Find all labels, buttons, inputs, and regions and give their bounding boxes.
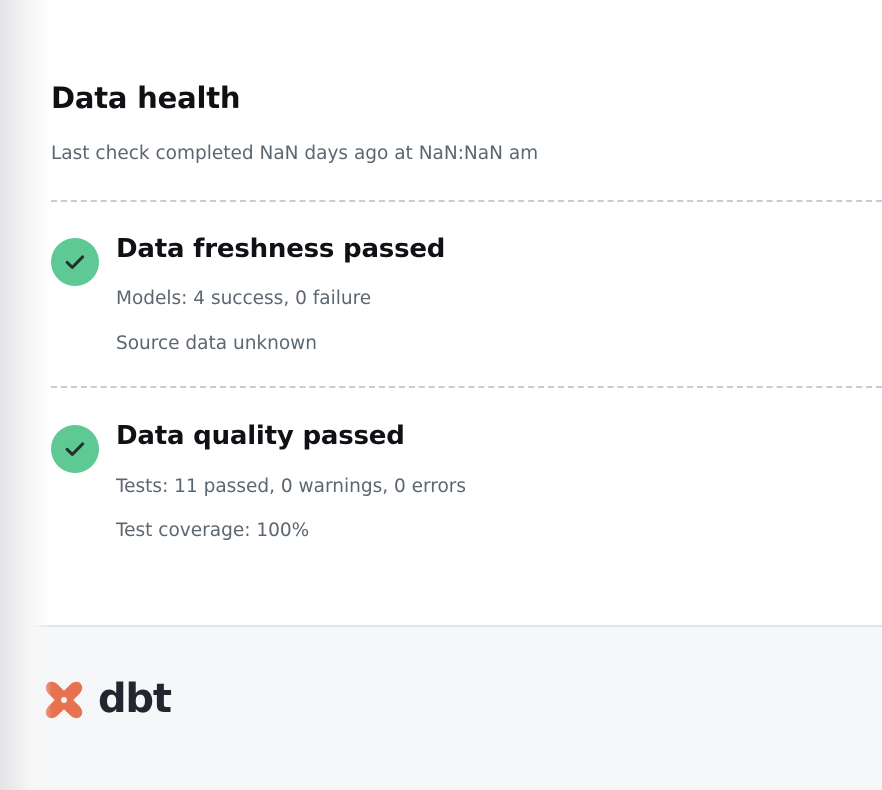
section-divider-top: [51, 199, 882, 202]
check-circle-icon: [51, 424, 99, 473]
check-item-data-quality: Data quality passed Tests: 11 passed, 0 …: [51, 388, 882, 542]
dbt-brand: dbt: [41, 627, 882, 723]
dbt-logo-icon: [45, 681, 83, 719]
check-detail-models: Models: 4 success, 0 failure: [116, 288, 372, 310]
last-check-subtitle: Last check completed NaN days ago at NaN…: [51, 143, 539, 165]
page-title: Data health: [51, 81, 241, 115]
check-detail-test-coverage: Test coverage: 100%: [116, 519, 310, 541]
check-title: Data quality passed: [116, 420, 405, 451]
panel-footer: dbt: [0, 625, 882, 790]
check-title: Data freshness passed: [116, 233, 446, 264]
section-divider-middle: [51, 385, 882, 388]
check-detail-source-data: Source data unknown: [116, 332, 318, 354]
check-item-text: Data quality passed Tests: 11 passed, 0 …: [99, 420, 882, 542]
check-circle-icon: [51, 237, 99, 286]
check-detail-tests: Tests: 11 passed, 0 warnings, 0 errors: [116, 475, 467, 497]
dbt-wordmark: dbt: [98, 676, 172, 722]
data-health-body: Data health Last check completed NaN day…: [51, 81, 882, 542]
check-item-text: Data freshness passed Models: 4 success,…: [99, 233, 882, 355]
check-item-data-freshness: Data freshness passed Models: 4 success,…: [51, 202, 882, 355]
